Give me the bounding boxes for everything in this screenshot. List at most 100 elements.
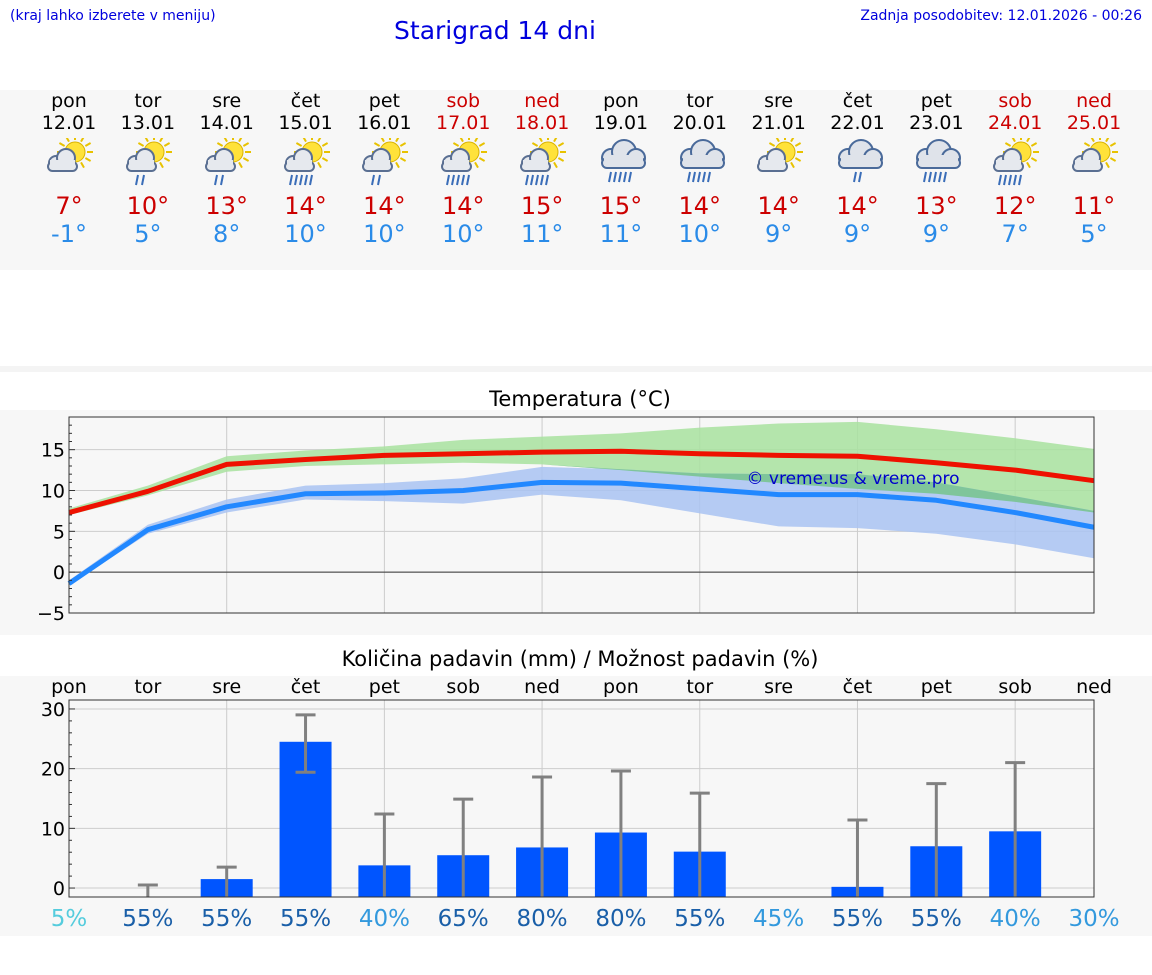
temperature-chart-title: Temperatura (°C)	[489, 387, 671, 411]
rain-icon	[607, 171, 632, 183]
day-axis-label: tor	[686, 676, 713, 698]
y-tick-label: 30	[41, 699, 65, 721]
min-temperature: 7°	[1001, 220, 1029, 248]
day-date: 13.01	[120, 112, 176, 134]
day-axis-label: pet	[369, 676, 400, 698]
sun-cloud-heavy-rain-icon	[993, 138, 1040, 186]
day-name: pet	[368, 90, 400, 112]
max-temperature: 14°	[678, 192, 722, 220]
day-name: pon	[51, 90, 87, 112]
min-temperature: 11°	[599, 220, 643, 248]
day-axis-label: tor	[134, 676, 161, 698]
day-date: 22.01	[830, 112, 885, 134]
day-forecast: tor 20.01 14° 10°	[660, 90, 739, 248]
day-date: 24.01	[987, 112, 1043, 134]
max-temperature: 15°	[599, 192, 643, 220]
max-temperature-range-band	[69, 421, 1094, 515]
day-axis-label: sob	[998, 676, 1032, 698]
cloud-icon	[125, 148, 157, 172]
max-temperature: 7°	[55, 192, 83, 220]
cloud-icon	[600, 139, 646, 169]
day-name: sob	[446, 90, 481, 112]
cloud-icon	[441, 148, 473, 172]
rain-icon	[371, 174, 382, 186]
y-tick-label: 10	[41, 818, 65, 840]
day-forecast: pet 16.01 14° 10°	[345, 90, 424, 248]
y-tick-label: −5	[37, 603, 65, 625]
section-divider	[0, 366, 1152, 372]
y-tick-label: 10	[41, 481, 65, 503]
max-temperature: 14°	[441, 192, 485, 220]
max-temperature: 13°	[915, 192, 958, 220]
cloud-icon	[204, 148, 236, 172]
temperature-chart: −5 0 5 10 15 © vreme.us & vreme.pro	[37, 416, 1095, 625]
cloud-icon	[520, 148, 552, 172]
day-axis-label: čet	[291, 676, 321, 698]
max-temperature: 10°	[126, 192, 170, 220]
sun-cloud-rain-icon	[362, 138, 409, 186]
day-axis-label: sre	[764, 676, 793, 698]
rain-icon	[998, 174, 1023, 186]
day-name: tor	[134, 90, 162, 112]
y-tick-label: 0	[53, 562, 65, 584]
precipitation-probability: 55%	[911, 906, 962, 932]
day-forecast: čet 15.01 14° 10°	[266, 90, 345, 248]
max-temperature: 12°	[993, 192, 1037, 220]
cloud-icon	[756, 148, 788, 172]
day-name: čet	[842, 90, 873, 112]
cloud-heavy-rain-icon	[679, 139, 725, 183]
max-temperature: 14°	[836, 192, 879, 220]
min-temperature: -1°	[51, 220, 87, 248]
sun-cloud-heavy-rain-icon	[283, 138, 330, 186]
day-axis-label: pet	[921, 676, 952, 698]
cloud-icon	[362, 148, 394, 172]
precipitation-probability: 5%	[51, 906, 88, 932]
last-update-label: Zadnja posodobitev: 12.01.2026 - 00:26	[860, 8, 1142, 24]
cloud-rain-icon	[837, 139, 883, 183]
cloud-icon	[1072, 148, 1104, 172]
forecast-panel-background	[0, 90, 1152, 270]
precipitation-probability: 55%	[201, 906, 252, 932]
max-temperature: 11°	[1072, 192, 1116, 220]
precipitation-chart-title: Količina padavin (mm) / Možnost padavin …	[341, 647, 819, 671]
cloud-icon	[916, 139, 962, 169]
day-date: 15.01	[278, 112, 333, 134]
precipitation-probability: 45%	[753, 906, 804, 932]
cloud-icon	[47, 148, 78, 172]
y-tick-label: 20	[41, 759, 65, 781]
min-temperature: 5°	[1080, 220, 1108, 248]
day-axis-label: pon	[51, 676, 87, 698]
day-forecast: pet 23.01 13° 9°	[897, 90, 976, 248]
day-name: pon	[603, 90, 639, 112]
day-date: 23.01	[909, 112, 964, 134]
page-title: Starigrad 14 dni	[394, 16, 596, 45]
rain-icon	[446, 174, 471, 186]
max-temperature: 14°	[363, 192, 406, 220]
sun-cloud-heavy-rain-icon	[520, 138, 567, 186]
min-temperature-line	[67, 479, 1095, 586]
day-name: čet	[290, 90, 321, 112]
min-temperature: 9°	[765, 220, 793, 248]
max-temperature-line	[68, 448, 1095, 515]
y-tick-label: 5	[53, 521, 65, 543]
temperature-overlap-band	[69, 462, 1094, 515]
precipitation-probability: 55%	[832, 906, 883, 932]
min-temperature: 10°	[284, 220, 327, 248]
day-date: 12.01	[41, 112, 97, 134]
location-menu-hint[interactable]: (kraj lahko izberete v meniju)	[10, 8, 216, 24]
min-temperature: 10°	[363, 220, 406, 248]
day-forecast: ned 18.01 15° 11°	[503, 90, 582, 248]
day-axis-label: ned	[524, 676, 560, 698]
day-axis-label: ned	[1076, 676, 1112, 698]
max-temperature: 15°	[520, 192, 564, 220]
min-temperature: 9°	[843, 220, 872, 248]
precipitation-chart: pon tor sre čet pet sob ned pon tor sre čet pet sob n…	[41, 676, 1120, 932]
day-forecast: sre 14.01 13° 8°	[187, 90, 266, 248]
day-axis-label: čet	[843, 676, 873, 698]
day-axis-label: sre	[212, 676, 241, 698]
sun-cloud-rain-icon	[125, 138, 172, 186]
day-axis-label: pon	[603, 676, 639, 698]
sun-cloud-icon	[47, 138, 93, 172]
max-temperature: 13°	[205, 192, 248, 220]
precipitation-probability: 40%	[359, 906, 410, 932]
